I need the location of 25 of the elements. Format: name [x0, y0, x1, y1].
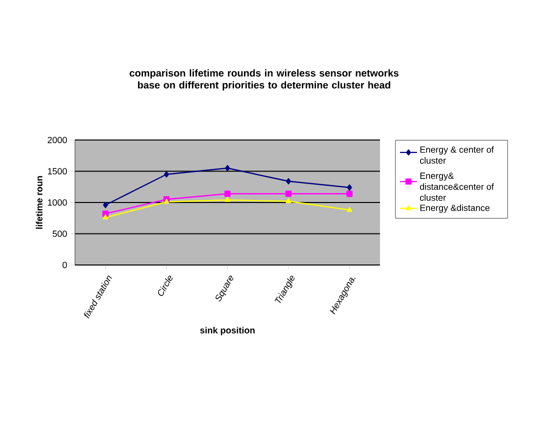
- point: [103, 202, 108, 208]
- point: [346, 190, 353, 197]
- y-tick-label: 500: [52, 230, 67, 237]
- point: [102, 210, 109, 217]
- point: [285, 190, 292, 197]
- point: [224, 190, 231, 197]
- point: [286, 198, 292, 204]
- y-axis-title: lifetime roun: [36, 176, 42, 229]
- point: [164, 171, 169, 178]
- point: [286, 178, 291, 184]
- point: [102, 214, 108, 220]
- legend-label: Energy &distance: [420, 204, 490, 213]
- point: [225, 165, 230, 172]
- y-tick-label: 0: [62, 262, 67, 268]
- legend-label: Energy& distance&center of cluster: [420, 172, 494, 201]
- point: [346, 206, 352, 212]
- point: [347, 184, 352, 191]
- y-tick-label: 1500: [48, 168, 67, 174]
- x-axis-title: sink position: [200, 326, 255, 336]
- point: [224, 196, 230, 202]
- y-tick-label: 2000: [48, 136, 67, 144]
- legend-label: Energy & center of cluster: [420, 146, 494, 164]
- point: [164, 198, 170, 204]
- chart-title: comparison lifetime rounds in wireless sensor networks base on different priorities to determine cluster head: [130, 69, 398, 90]
- y-tick-label: 1000: [48, 199, 67, 206]
